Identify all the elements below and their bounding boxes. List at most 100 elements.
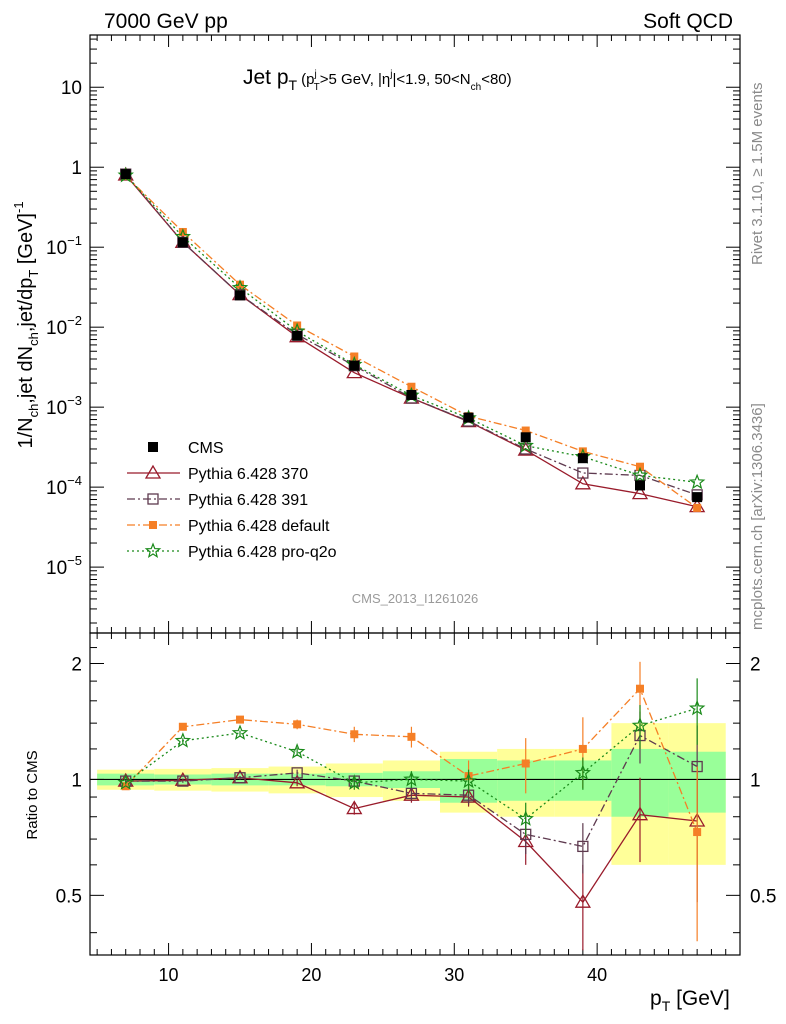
- ratio-y-tick-label-right: 1: [750, 770, 761, 791]
- x-tick-label: 10: [159, 965, 179, 985]
- ratio-point-pythia-6-428-default: [236, 715, 244, 724]
- ratio-point-pythia-6-428-370: [574, 893, 591, 908]
- main-point-cms: [406, 389, 417, 400]
- ratio-panel: 10 20 30 40 0.5 0.5 1 1 2 2: [56, 632, 776, 985]
- main-y-axis-label: 1/Nch,jet dNch,jet/dpT [GeV]-1: [11, 201, 41, 448]
- ratio-line-pythia-6-428-391: [125, 734, 698, 848]
- main-point-pythia-6-428-370: [574, 475, 591, 490]
- ratio-point-pythia-6-428-391: [577, 840, 589, 853]
- legend-marker-pythia-6-428-391: [147, 493, 159, 505]
- main-point-pythia-6-428-pro-q2o: [631, 466, 649, 483]
- ratio-point-pythia-6-428-default: [178, 722, 187, 731]
- main-point-pythia-6-428-pro-q2o: [517, 437, 534, 453]
- main-y-tick-label: 10−3: [46, 393, 82, 419]
- legend-label-pythia-6-428-pro-q2o: Pythia 6.428 pro-q2o: [188, 544, 337, 561]
- main-point-pythia-6-428-default: [236, 280, 244, 289]
- ratio-point-pythia-6-428-391: [234, 772, 246, 784]
- main-point-pythia-6-428-370: [631, 485, 649, 500]
- main-point-cms: [520, 432, 531, 443]
- main-point-pythia-6-428-391: [577, 467, 589, 479]
- main-point-cms: [235, 290, 245, 301]
- ratio-point-pythia-6-428-default: [578, 744, 587, 753]
- ratio-y-tick-label-right: 2: [750, 654, 761, 675]
- ratio-point-pythia-6-428-391: [177, 775, 189, 787]
- main-y-tick-label: 10−2: [46, 313, 82, 339]
- ratio-point-pythia-6-428-pro-q2o: [288, 743, 306, 759]
- ratio-point-pythia-6-428-default: [636, 684, 644, 693]
- main-y-tick-label: 10−1: [46, 233, 82, 259]
- source-label: mcplots.cern.ch [arXiv:1306.3436]: [749, 403, 766, 630]
- ratio-point-pythia-6-428-pro-q2o: [688, 699, 706, 716]
- ratio-point-pythia-6-428-pro-q2o: [574, 764, 592, 780]
- ratio-point-pythia-6-428-370: [631, 806, 649, 821]
- ratio-y-tick-label-right: 0.5: [750, 886, 776, 907]
- main-line-pythia-6-428-pro-q2o: [125, 174, 698, 483]
- ratio-y-tick-label-left: 2: [71, 654, 82, 675]
- ratio-point-pythia-6-428-pro-q2o: [517, 810, 534, 826]
- ratio-point-pythia-6-428-pro-q2o: [231, 724, 249, 740]
- main-point-pythia-6-428-default: [521, 426, 530, 435]
- main-point-pythia-6-428-default: [407, 382, 416, 391]
- ratio-point-pythia-6-428-default: [407, 732, 416, 741]
- main-point-cms: [120, 169, 131, 180]
- main-point-pythia-6-428-default: [636, 462, 644, 471]
- ratio-point-pythia-6-428-default: [693, 828, 702, 837]
- header-right: Soft QCD: [643, 10, 733, 33]
- main-line-pythia-6-428-default: [125, 175, 698, 509]
- header-left: 7000 GeV pp: [104, 10, 228, 33]
- ratio-y-axis-label: Ratio to CMS: [24, 750, 41, 839]
- ratio-point-pythia-6-428-pro-q2o: [403, 770, 420, 787]
- legend-marker-pythia-6-428-pro-q2o: [144, 542, 162, 559]
- legend-label-cms: CMS: [188, 440, 224, 457]
- main-y-tick-label: 10−5: [46, 553, 82, 579]
- ratio-point-pythia-6-428-pro-q2o: [174, 732, 192, 748]
- main-point-cms: [177, 237, 188, 248]
- x-tick-label: 30: [444, 965, 464, 985]
- main-line-pythia-6-428-391: [125, 173, 698, 496]
- main-point-cms: [577, 453, 588, 464]
- x-tick-label: 40: [587, 965, 607, 985]
- ratio-point-pythia-6-428-pro-q2o: [345, 774, 363, 790]
- ratio-y-tick-label-left: 0.5: [56, 886, 82, 907]
- x-axis-label: pT [GeV]: [650, 987, 730, 1014]
- plot-title: Jet pT (pj T>5 GeV, |ηj|<1.9, 50<Nch<80): [243, 66, 512, 93]
- main-y-tick-label: 10: [61, 78, 82, 99]
- main-point-cms: [692, 492, 703, 503]
- main-point-cms: [463, 412, 474, 423]
- main-y-tick-label: 10−4: [46, 473, 82, 499]
- ratio-point-pythia-6-428-370: [289, 774, 306, 789]
- legend-label-pythia-6-428-370: Pythia 6.428 370: [188, 466, 308, 483]
- main-point-pythia-6-428-391: [520, 443, 532, 455]
- legend-marker-pythia-6-428-370: [144, 464, 162, 479]
- legend-label-pythia-6-428-default: Pythia 6.428 default: [188, 518, 330, 535]
- main-point-cms: [635, 480, 645, 491]
- ratio-point-pythia-6-428-pro-q2o: [460, 772, 477, 789]
- legend-marker-pythia-6-428-default: [149, 521, 157, 529]
- main-point-pythia-6-428-370: [346, 364, 363, 379]
- main-point-cms: [292, 330, 303, 341]
- ratio-point-pythia-6-428-391: [291, 767, 303, 779]
- main-y-tick-label: 1: [71, 158, 82, 179]
- ratio-point-pythia-6-428-default: [350, 730, 359, 739]
- ratio-point-pythia-6-428-391: [405, 787, 418, 800]
- main-point-pythia-6-428-default: [178, 227, 187, 236]
- ratio-point-pythia-6-428-pro-q2o: [631, 716, 649, 733]
- legend-marker-cms: [148, 442, 158, 452]
- rivet-label: Rivet 3.1.10, ≥ 1.5M events: [749, 83, 766, 266]
- ratio-y-tick-label-left: 1: [71, 770, 82, 791]
- ratio-point-pythia-6-428-pro-q2o: [117, 774, 135, 790]
- main-panel: 10−5 10−4 10−3 10−2 10−1 1 10: [46, 34, 741, 955]
- analysis-watermark: CMS_2013_I1261026: [352, 591, 479, 606]
- ratio-point-pythia-6-428-default: [521, 759, 530, 768]
- ratio-point-pythia-6-428-370: [346, 800, 363, 815]
- ratio-point-pythia-6-428-default: [293, 720, 302, 729]
- legend: CMS Pythia 6.428 370 Pythia 6.428 391 Pythi…: [127, 440, 337, 561]
- ratio-point-pythia-6-428-370: [174, 771, 191, 786]
- main-point-pythia-6-428-pro-q2o: [688, 473, 706, 490]
- x-tick-label: 20: [301, 965, 321, 985]
- main-point-cms: [349, 360, 360, 371]
- legend-label-pythia-6-428-391: Pythia 6.428 391: [188, 492, 308, 509]
- ratio-frame: [89, 632, 741, 956]
- main-point-pythia-6-428-default: [693, 503, 702, 512]
